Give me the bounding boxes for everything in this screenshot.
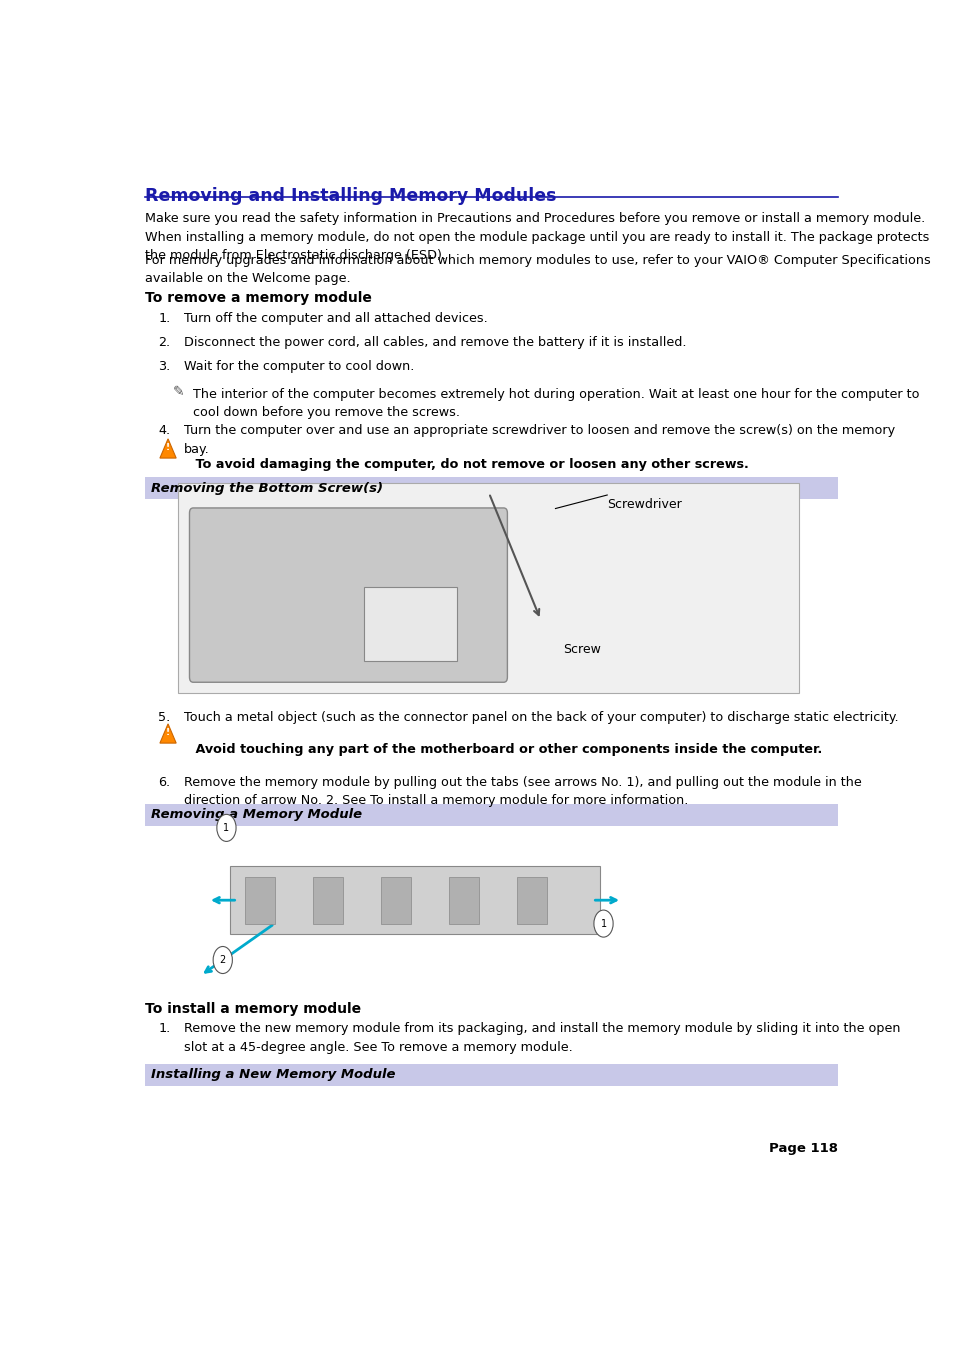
FancyBboxPatch shape [145, 1065, 837, 1086]
Text: 5.: 5. [158, 712, 171, 724]
Text: 2: 2 [219, 955, 226, 965]
Text: 4.: 4. [158, 424, 171, 438]
FancyBboxPatch shape [517, 877, 546, 924]
Text: 1: 1 [223, 823, 230, 834]
Text: Removing a Memory Module: Removing a Memory Module [151, 808, 362, 821]
Text: 1.: 1. [158, 1023, 171, 1035]
Text: Removing the Bottom Screw(s): Removing the Bottom Screw(s) [151, 482, 383, 494]
Text: Remove the new memory module from its packaging, and install the memory module b: Remove the new memory module from its pa… [183, 1023, 899, 1054]
Polygon shape [160, 439, 176, 458]
Text: Screwdriver: Screwdriver [606, 499, 681, 511]
FancyBboxPatch shape [364, 586, 456, 661]
FancyBboxPatch shape [145, 477, 837, 499]
Text: Turn the computer over and use an appropriate screwdriver to loosen and remove t: Turn the computer over and use an approp… [183, 424, 894, 455]
FancyBboxPatch shape [380, 877, 410, 924]
Circle shape [216, 815, 235, 842]
Text: Avoid touching any part of the motherboard or other components inside the comput: Avoid touching any part of the motherboa… [182, 743, 821, 755]
FancyBboxPatch shape [145, 804, 837, 825]
Circle shape [594, 911, 613, 938]
Text: Screw: Screw [562, 643, 600, 655]
Text: For memory upgrades and information about which memory modules to use, refer to : For memory upgrades and information abou… [145, 254, 930, 285]
Text: Page 118: Page 118 [768, 1142, 837, 1155]
Polygon shape [160, 724, 176, 743]
Text: 1.: 1. [158, 312, 171, 326]
Text: The interior of the computer becomes extremely hot during operation. Wait at lea: The interior of the computer becomes ext… [193, 388, 919, 419]
Text: !: ! [166, 728, 170, 738]
Text: 2.: 2. [158, 336, 171, 349]
Text: To avoid damaging the computer, do not remove or loosen any other screws.: To avoid damaging the computer, do not r… [182, 458, 748, 470]
Text: To remove a memory module: To remove a memory module [145, 290, 372, 305]
FancyBboxPatch shape [245, 877, 274, 924]
Circle shape [213, 947, 233, 974]
Text: Disconnect the power cord, all cables, and remove the battery if it is installed: Disconnect the power cord, all cables, a… [183, 336, 685, 349]
Text: To install a memory module: To install a memory module [145, 1001, 361, 1016]
Text: Make sure you read the safety information in Precautions and Procedures before y: Make sure you read the safety informatio… [145, 212, 928, 262]
FancyBboxPatch shape [449, 877, 478, 924]
FancyBboxPatch shape [230, 866, 599, 934]
Text: Removing and Installing Memory Modules: Removing and Installing Memory Modules [145, 186, 556, 205]
Text: ✎: ✎ [173, 385, 185, 399]
FancyBboxPatch shape [190, 508, 507, 682]
Text: !: ! [166, 443, 170, 453]
Text: Installing a New Memory Module: Installing a New Memory Module [151, 1069, 395, 1081]
Text: Remove the memory module by pulling out the tabs (see arrows No. 1), and pulling: Remove the memory module by pulling out … [183, 775, 861, 808]
Text: Touch a metal object (such as the connector panel on the back of your computer) : Touch a metal object (such as the connec… [183, 712, 898, 724]
Text: 3.: 3. [158, 359, 171, 373]
Text: Wait for the computer to cool down.: Wait for the computer to cool down. [183, 359, 414, 373]
FancyBboxPatch shape [313, 877, 342, 924]
Text: 6.: 6. [158, 775, 171, 789]
Text: Turn off the computer and all attached devices.: Turn off the computer and all attached d… [183, 312, 487, 326]
FancyBboxPatch shape [178, 482, 799, 693]
Text: 1: 1 [599, 919, 606, 928]
